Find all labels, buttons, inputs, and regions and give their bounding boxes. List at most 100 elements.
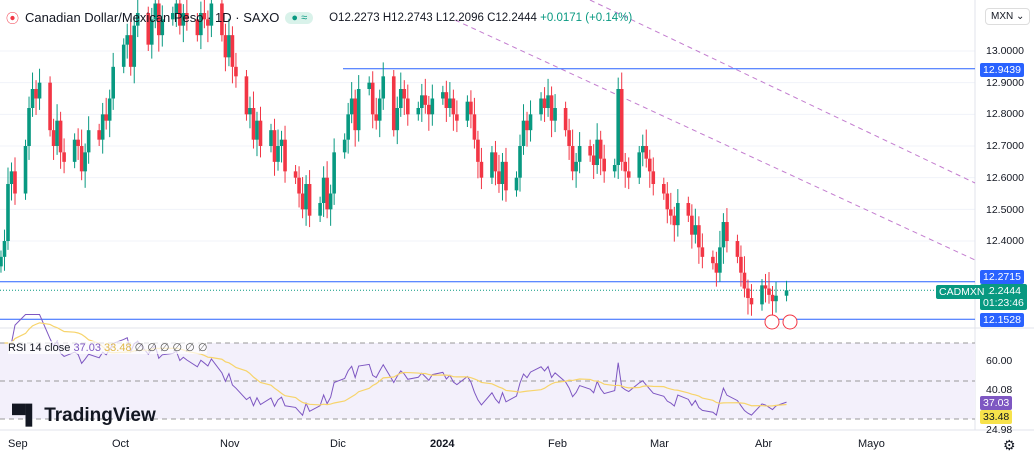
candle (427, 104, 431, 115)
candle (283, 139, 287, 172)
low-value: L12.2096 (435, 11, 484, 24)
candle (279, 139, 284, 147)
candle (132, 25, 137, 67)
candle (455, 114, 459, 121)
candle (258, 120, 263, 147)
mid-line-tag: 12.2715 (980, 270, 1024, 284)
candle (342, 139, 347, 153)
candle (739, 256, 743, 273)
time-tick: Dic (330, 438, 346, 450)
candle (276, 146, 280, 162)
candle (58, 120, 63, 153)
chart-header: ⦿ Canadian Dollar/Mexican Peso · 1D · SA… (6, 8, 632, 27)
candle (598, 139, 603, 159)
candle (504, 161, 508, 191)
candle (51, 130, 56, 147)
candle (0, 256, 3, 267)
time-tick: Mayo (858, 438, 885, 450)
candle (742, 272, 747, 289)
currency-select[interactable]: MXN ⌄ (985, 8, 1031, 25)
candle (476, 139, 480, 162)
time-tick: 2024 (430, 438, 455, 450)
candle (230, 35, 235, 67)
candle (300, 193, 305, 210)
candle (549, 95, 554, 121)
rsi-ma-value: 33.48 (104, 342, 132, 354)
candle (27, 108, 31, 147)
close-value: C12.2444 (487, 11, 537, 24)
candle (760, 285, 764, 305)
candle (465, 101, 470, 121)
countdown: 01:23:46 (983, 297, 1024, 309)
symbol-title[interactable]: Canadian Dollar/Mexican Peso · 1D · SAXO (25, 10, 280, 25)
candle (86, 130, 91, 153)
rsi-legend[interactable]: RSI 14 close 37.03 33.48 ∅ ∅ ∅ ∅ ∅ ∅ (8, 341, 208, 354)
candle (686, 203, 691, 216)
candle (567, 130, 571, 147)
candle (493, 152, 498, 172)
candle (563, 108, 568, 131)
candle (34, 89, 38, 99)
candle (542, 98, 547, 109)
candle (2, 241, 7, 257)
candle (209, 3, 214, 26)
time-tick: Oct (112, 438, 130, 450)
candle (746, 288, 750, 299)
candle (321, 177, 326, 204)
price-tick: 12.7000 (986, 140, 1024, 153)
candle (444, 92, 449, 109)
candle (234, 66, 238, 77)
candle (30, 89, 35, 109)
pill-label: ≈ (301, 11, 308, 24)
settings-gear-icon[interactable]: ⚙ (1003, 437, 1016, 453)
lower-line-tag: 12.1528 (980, 313, 1024, 327)
open-value: O12.2273 (329, 11, 380, 24)
candle (37, 82, 42, 99)
candle (570, 146, 575, 172)
price-tick: 12.4000 (986, 235, 1024, 248)
trend-line (454, 19, 976, 261)
candle (153, 3, 158, 20)
candle (398, 89, 403, 109)
candle (391, 76, 396, 131)
price-tick: 12.6000 (986, 171, 1024, 184)
candle (490, 152, 494, 178)
candle (181, 12, 186, 26)
candle (149, 19, 154, 45)
candle (521, 120, 526, 147)
currency-label: MXN (991, 11, 1014, 22)
candle (640, 146, 645, 153)
candle (647, 158, 652, 172)
candle (430, 98, 435, 115)
candle (528, 114, 533, 131)
candle (619, 89, 624, 162)
candle (202, 12, 207, 20)
candle (714, 263, 719, 273)
candle (307, 184, 312, 216)
candle (199, 12, 203, 36)
candle (416, 108, 421, 115)
candle (574, 161, 578, 172)
candle (185, 12, 189, 20)
candle (171, 12, 175, 20)
candle (770, 294, 775, 302)
candle (623, 161, 628, 172)
candle (195, 19, 200, 36)
change-value: +0.0171 (+0.14%) (540, 11, 633, 24)
candle (346, 114, 350, 140)
last-price-tag: 12.2444 01:23:46 (980, 284, 1027, 310)
candle (441, 92, 445, 99)
candle (248, 108, 252, 115)
candle (174, 3, 179, 13)
candle (9, 171, 14, 185)
candle (700, 247, 705, 257)
candle (472, 114, 477, 140)
candle (497, 171, 501, 185)
candle (83, 152, 87, 172)
candle (178, 3, 182, 26)
candle (514, 177, 519, 191)
candle (251, 108, 256, 140)
event-marker-icon (764, 314, 780, 330)
market-status-pill[interactable]: ● ≈ (285, 11, 314, 24)
